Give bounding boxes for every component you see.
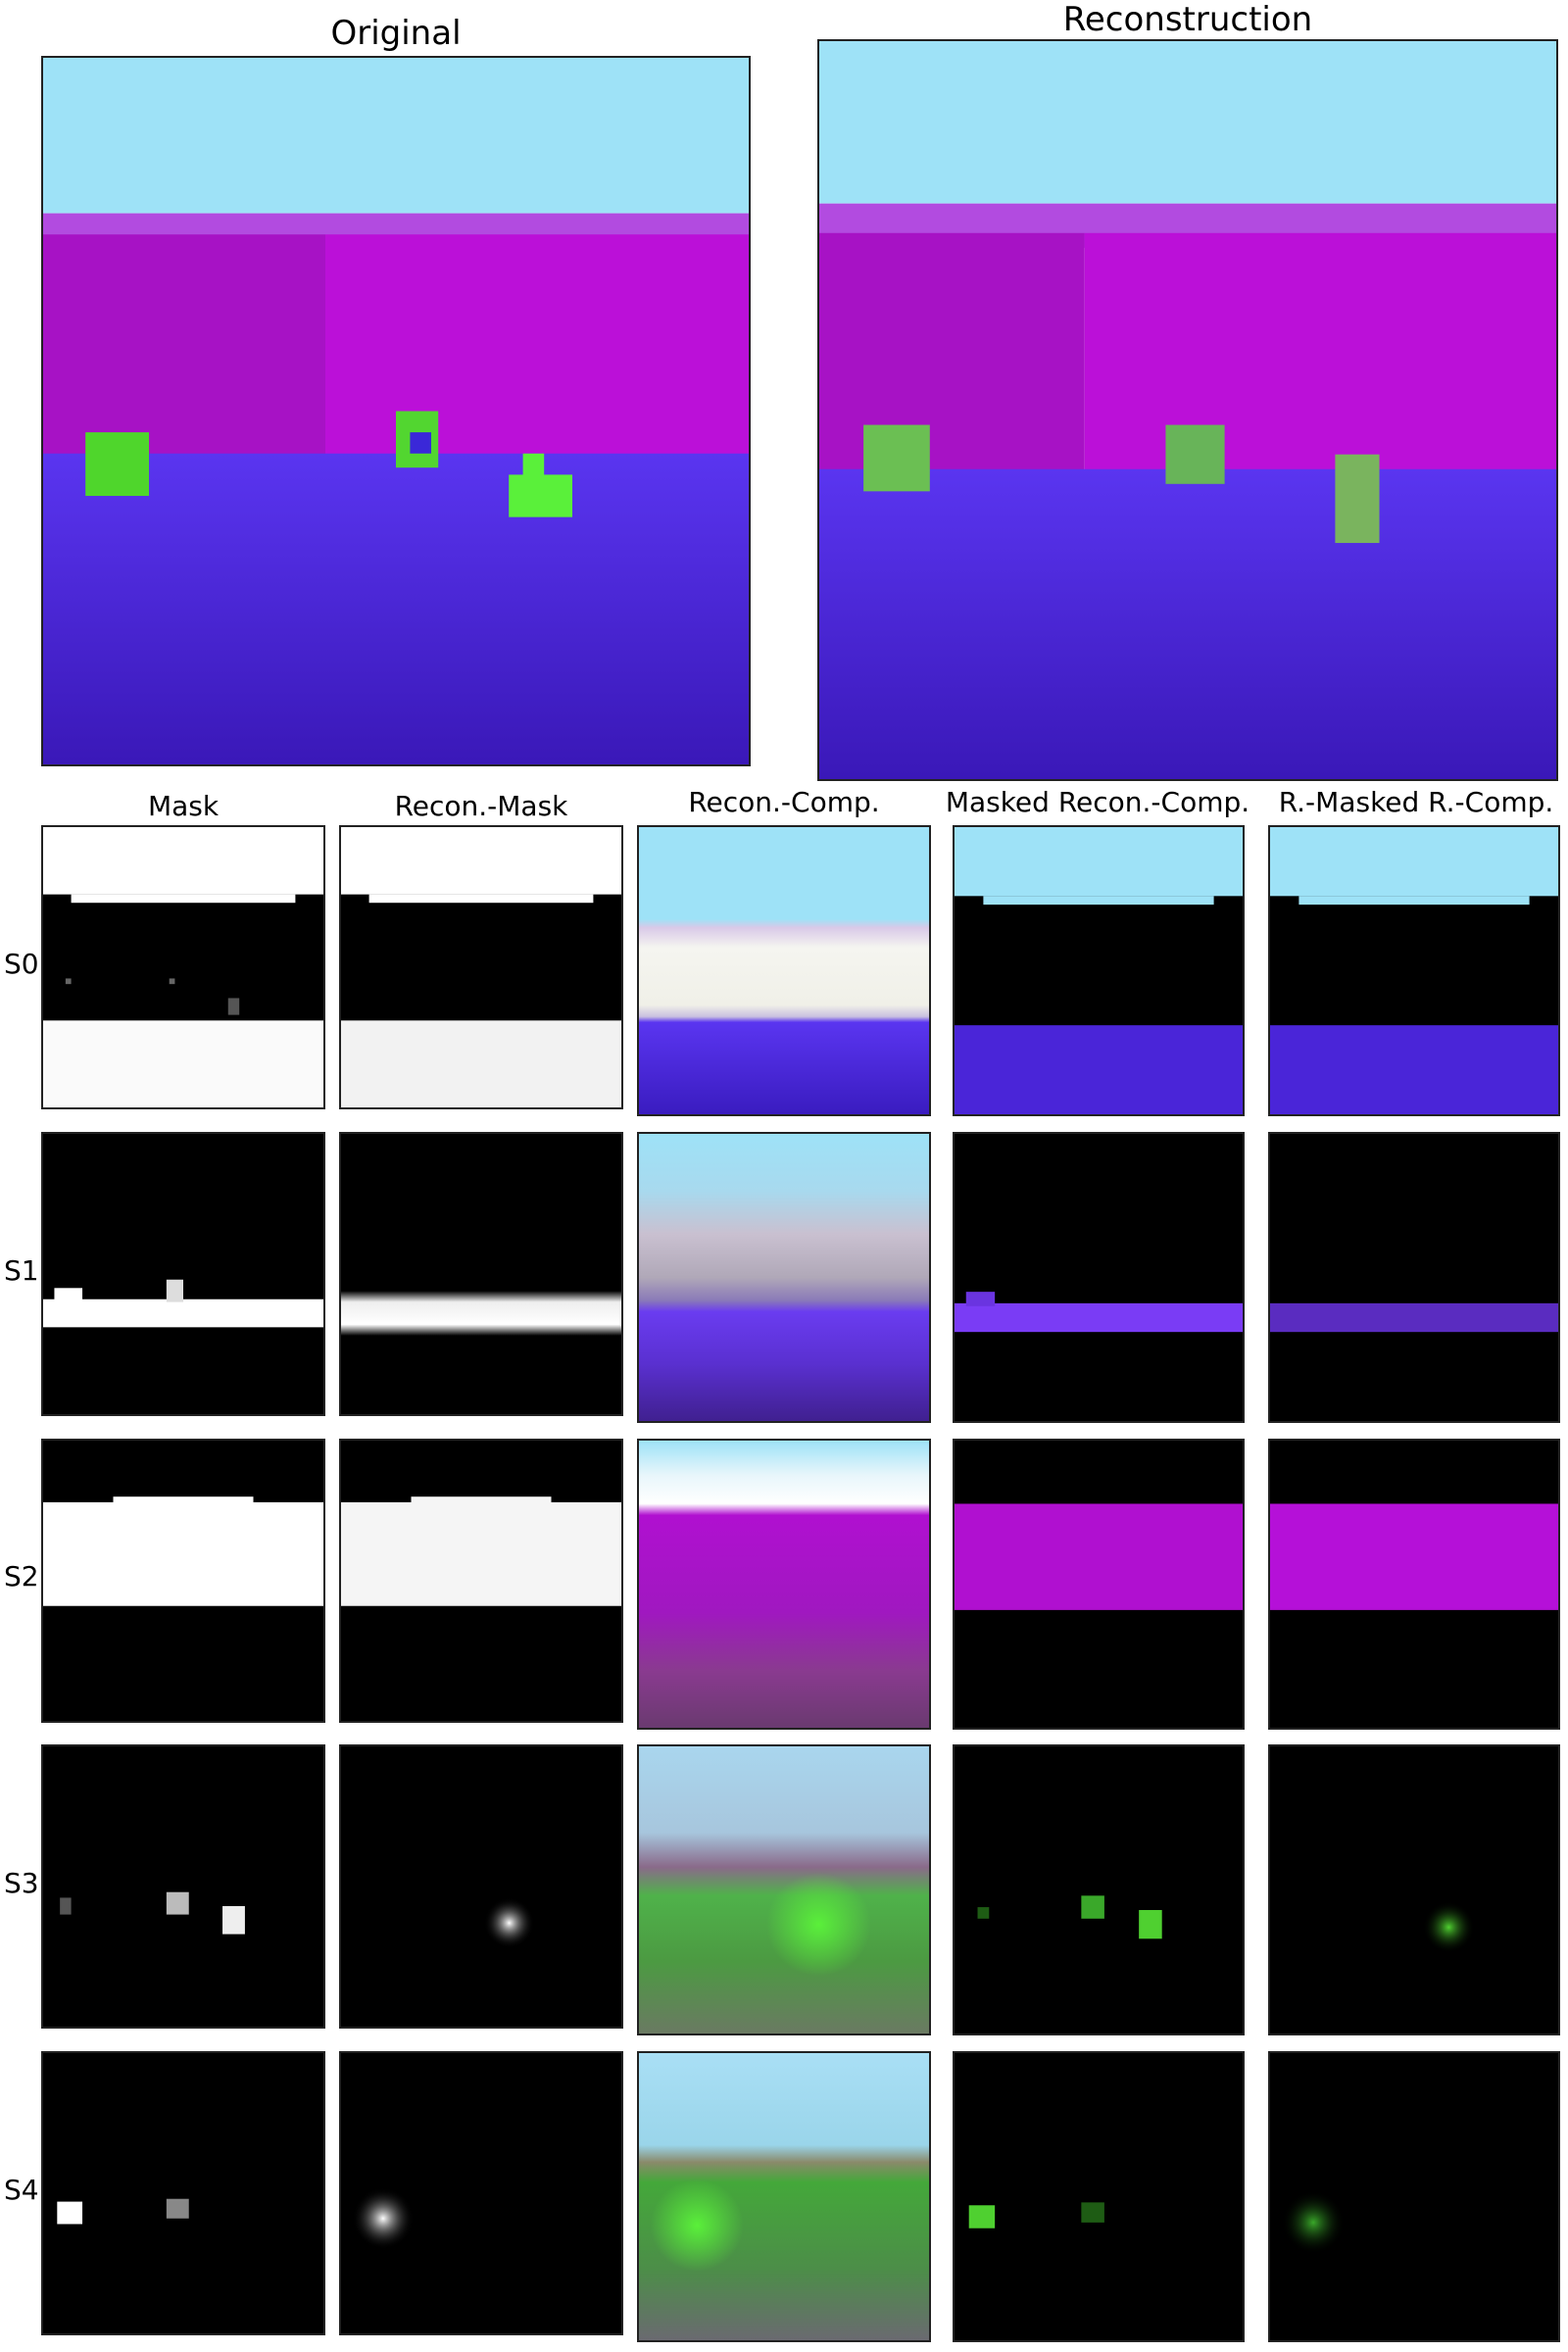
- s3-mask: [41, 1744, 325, 2029]
- s2-masked-recon-comp: [953, 1439, 1245, 1730]
- row-label-s4: S4: [4, 2174, 39, 2206]
- s0-mask: [41, 825, 325, 1109]
- s4-r-masked-r-comp: [1268, 2051, 1560, 2342]
- s4-recon-comp: [637, 2051, 931, 2342]
- reconstruction-title: Reconstruction: [1062, 0, 1313, 39]
- s3-r-masked-r-comp: [1268, 1744, 1560, 2035]
- s0-recon-comp: [637, 825, 931, 1116]
- column-title-masked-recon-comp: Masked Recon.-Comp.: [945, 786, 1250, 818]
- s3-recon-comp: [637, 1744, 931, 2035]
- s1-recon-mask: [339, 1132, 623, 1416]
- original-title: Original: [330, 14, 462, 53]
- s2-recon-comp: [637, 1439, 931, 1730]
- row-label-s3: S3: [4, 1867, 39, 1899]
- column-title-recon-mask: Recon.-Mask: [394, 790, 568, 822]
- row-label-s1: S1: [4, 1254, 39, 1287]
- original-image: [41, 56, 751, 766]
- s1-r-masked-r-comp: [1268, 1132, 1560, 1423]
- s4-recon-mask: [339, 2051, 623, 2335]
- row-label-s0: S0: [4, 948, 39, 980]
- s3-masked-recon-comp: [953, 1744, 1245, 2035]
- s2-recon-mask: [339, 1439, 623, 1723]
- s2-r-masked-r-comp: [1268, 1439, 1560, 1730]
- s4-masked-recon-comp: [953, 2051, 1245, 2342]
- s4-mask: [41, 2051, 325, 2335]
- reconstruction-image: [817, 39, 1558, 781]
- s1-recon-comp: [637, 1132, 931, 1423]
- s0-recon-mask: [339, 825, 623, 1109]
- s1-mask: [41, 1132, 325, 1416]
- column-title-recon-comp: Recon.-Comp.: [688, 786, 880, 818]
- column-title-mask: Mask: [147, 790, 220, 822]
- s2-mask: [41, 1439, 325, 1723]
- s3-recon-mask: [339, 1744, 623, 2029]
- s0-r-masked-r-comp: [1268, 825, 1560, 1116]
- s1-masked-recon-comp: [953, 1132, 1245, 1423]
- column-title-r-masked-r-comp: R.-Masked R.-Comp.: [1278, 786, 1554, 818]
- s0-masked-recon-comp: [953, 825, 1245, 1116]
- row-label-s2: S2: [4, 1560, 39, 1592]
